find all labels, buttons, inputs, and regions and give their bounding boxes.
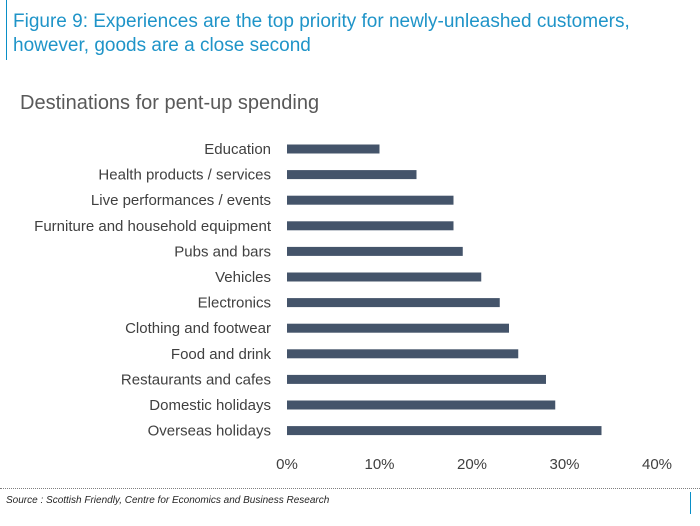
- x-tick-label: 0%: [276, 456, 298, 473]
- bar-domestic-holidays: [287, 400, 556, 410]
- bar-chart: Destinations for pent-up spending Educat…: [20, 92, 672, 473]
- category-label: Vehicles: [215, 269, 271, 286]
- bar-live-performances-events: [287, 195, 454, 205]
- bar-pubs-and-bars: [287, 246, 463, 256]
- category-label: Clothing and footwear: [125, 320, 271, 337]
- category-label: Domestic holidays: [149, 397, 271, 414]
- bar-overseas-holidays: [287, 426, 602, 436]
- category-label: Live performances / events: [91, 192, 271, 209]
- category-labels: Education Health products / services Live …: [34, 141, 272, 440]
- bar-electronics: [287, 298, 500, 308]
- source-divider: [0, 488, 700, 489]
- figure-header: Figure 9: Experiences are the top priori…: [6, 0, 700, 60]
- category-label: Education: [204, 141, 271, 158]
- category-label: Restaurants and cafes: [121, 371, 271, 388]
- x-tick-label: 10%: [364, 456, 394, 473]
- bars-group: [287, 144, 602, 436]
- chart-title: Destinations for pent-up spending: [20, 92, 319, 114]
- x-tick-label: 20%: [457, 456, 487, 473]
- category-label: Health products / services: [98, 167, 271, 184]
- corner-accent-line: [690, 492, 691, 514]
- x-tick-labels: 0% 10% 20% 30% 40%: [276, 456, 672, 473]
- bar-education: [287, 144, 380, 154]
- source-note: Source : Scottish Friendly, Centre for E…: [6, 495, 330, 506]
- category-label: Overseas holidays: [148, 423, 271, 440]
- figure-title: Figure 9: Experiences are the top priori…: [13, 11, 630, 56]
- bar-clothing-and-footwear: [287, 323, 509, 333]
- category-label: Pubs and bars: [174, 243, 271, 260]
- category-label: Electronics: [198, 295, 271, 312]
- bar-furniture-and-household-equipment: [287, 221, 454, 231]
- category-label: Furniture and household equipment: [34, 218, 272, 235]
- bar-health-products-services: [287, 170, 417, 180]
- bar-food-and-drink: [287, 349, 519, 359]
- x-tick-label: 30%: [549, 456, 579, 473]
- category-label: Food and drink: [171, 346, 272, 363]
- bar-restaurants-and-cafes: [287, 374, 546, 384]
- bar-vehicles: [287, 272, 482, 282]
- x-tick-label: 40%: [642, 456, 672, 473]
